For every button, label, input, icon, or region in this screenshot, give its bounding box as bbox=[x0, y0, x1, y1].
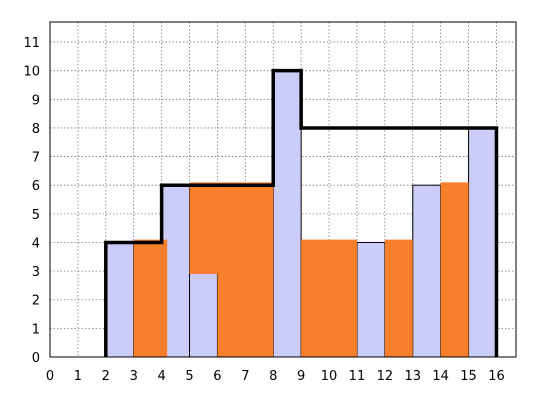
x-tick-label: 11 bbox=[349, 369, 366, 384]
y-tick-label: 10 bbox=[23, 65, 40, 80]
bar bbox=[105, 241, 135, 358]
y-tick-label: 6 bbox=[32, 179, 40, 194]
x-tick-label: 4 bbox=[157, 369, 165, 384]
x-tick-label: 6 bbox=[213, 369, 221, 384]
x-tick-label: 1 bbox=[74, 369, 82, 384]
y-tick-label: 8 bbox=[32, 122, 40, 137]
x-tick-label: 0 bbox=[46, 369, 54, 384]
overlay-bar bbox=[384, 239, 413, 357]
x-tick-label: 16 bbox=[488, 369, 505, 384]
overlay-bar bbox=[189, 182, 218, 274]
x-tick-label: 10 bbox=[321, 369, 338, 384]
y-tick-label: 5 bbox=[32, 208, 40, 223]
y-tick-label: 4 bbox=[32, 236, 40, 251]
overlay-bar bbox=[217, 182, 274, 357]
plot-frame bbox=[49, 21, 517, 358]
y-tick-label: 0 bbox=[32, 351, 40, 366]
x-tick-label: 2 bbox=[102, 369, 110, 384]
x-tick-label: 13 bbox=[404, 369, 421, 384]
skyline-line bbox=[104, 68, 499, 357]
bar bbox=[272, 70, 302, 358]
bar bbox=[412, 184, 442, 358]
bar-series bbox=[105, 70, 497, 358]
y-tick-label: 2 bbox=[32, 294, 40, 309]
y-tick-label: 1 bbox=[32, 322, 40, 337]
y-tick-label: 7 bbox=[32, 151, 40, 166]
bar bbox=[468, 127, 497, 358]
overlay-bar bbox=[440, 182, 469, 357]
overlay-bar bbox=[301, 239, 357, 357]
x-tick-label: 14 bbox=[432, 369, 449, 384]
bar bbox=[356, 241, 386, 358]
x-tick-label: 9 bbox=[297, 369, 305, 384]
x-tick-labels: 0 1 2 3 4 5 6 7 8 9 10 11 12 13 14 15 16 bbox=[46, 369, 505, 384]
y-tick-label: 3 bbox=[32, 265, 40, 280]
overlay-bar bbox=[133, 239, 168, 357]
overlay-series bbox=[133, 182, 469, 357]
y-tick-label: 11 bbox=[23, 36, 40, 51]
x-tick-label: 3 bbox=[130, 369, 138, 384]
y-tick-label: 9 bbox=[32, 93, 40, 108]
x-tick-label: 7 bbox=[241, 369, 249, 384]
x-tick-label: 12 bbox=[377, 369, 394, 384]
x-tick-label: 15 bbox=[460, 369, 477, 384]
y-tick-labels: 0 1 2 3 4 5 6 7 8 9 10 11 bbox=[23, 36, 40, 366]
x-tick-label: 8 bbox=[269, 369, 277, 384]
bar bbox=[189, 270, 218, 358]
x-tick-label: 5 bbox=[185, 369, 193, 384]
skyline-series bbox=[104, 68, 499, 357]
